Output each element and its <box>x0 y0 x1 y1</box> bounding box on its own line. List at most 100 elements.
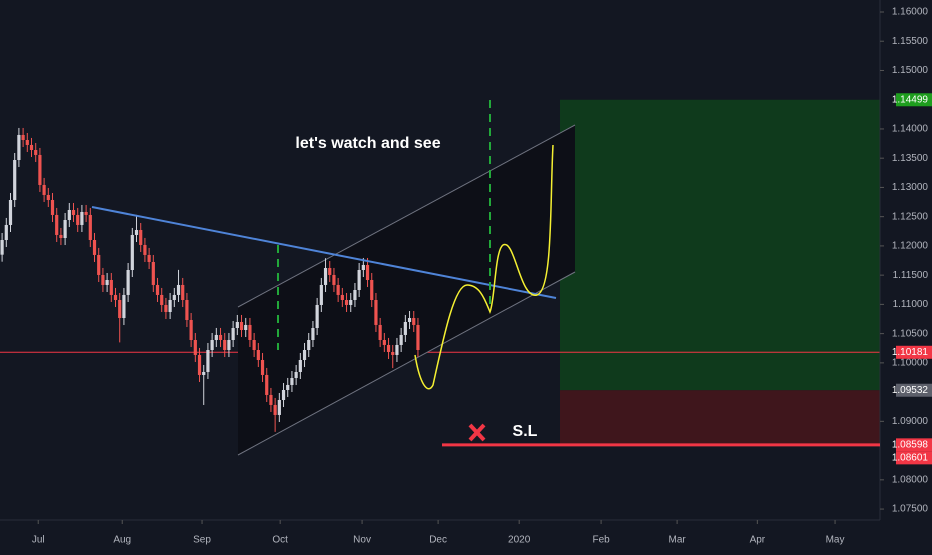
candle-body <box>353 290 357 300</box>
candle-body <box>302 350 307 360</box>
y-tick-label: 1.12000 <box>892 241 929 252</box>
x-tick-label: Apr <box>750 535 766 546</box>
candle-body <box>63 220 67 239</box>
y-tick-label: 1.14000 <box>892 124 929 135</box>
y-tick-label: 1.08000 <box>892 474 929 485</box>
candle-body <box>176 284 181 295</box>
candle-body <box>223 340 227 350</box>
channel-lower <box>237 271 576 456</box>
candle-body <box>160 294 164 305</box>
x-tick-label: Dec <box>429 535 447 546</box>
y-tick-label: 1.10000 <box>892 358 929 369</box>
cross-stroke <box>468 423 486 442</box>
price-label-box <box>896 383 932 397</box>
candle-body <box>168 300 172 312</box>
candle-body <box>8 200 13 225</box>
candle-body <box>256 350 260 360</box>
y-tick-label: 1.07500 <box>892 504 929 515</box>
candle-body <box>4 224 8 240</box>
trendline <box>91 206 557 299</box>
x-tick-label: Nov <box>353 535 371 546</box>
candle-body <box>101 274 105 285</box>
candle-body <box>17 134 21 160</box>
candle-body <box>29 144 34 150</box>
candle-body <box>139 230 143 245</box>
candle-body <box>130 234 134 270</box>
candle-body <box>84 211 88 215</box>
x-tick-label: Feb <box>592 535 610 546</box>
candle-body <box>59 234 63 239</box>
candle-body <box>214 334 218 340</box>
candle-body <box>286 384 290 390</box>
candle-body <box>416 324 420 350</box>
candle-body <box>189 320 193 340</box>
candle-body <box>361 264 365 270</box>
price-label-box <box>896 451 932 465</box>
candle-body <box>403 321 407 335</box>
candle-body <box>21 134 25 140</box>
x-tick-label: Jul <box>32 535 45 546</box>
candle-body <box>206 350 210 372</box>
candle-body <box>38 154 42 185</box>
candle-body <box>248 324 252 340</box>
y-tick-label: 1.09000 <box>892 416 929 427</box>
candle-body <box>13 160 17 200</box>
price-label-box <box>896 438 932 452</box>
candle-body <box>181 284 185 300</box>
candle-body <box>67 210 71 220</box>
y-tick-label: 1.16000 <box>892 7 929 18</box>
candle-body <box>92 240 97 255</box>
x-tick-label: May <box>826 535 845 546</box>
candle-body <box>328 268 332 275</box>
candle-body <box>71 210 76 215</box>
candle-body <box>197 354 202 375</box>
candle-body <box>42 184 46 195</box>
candle-body <box>172 294 176 300</box>
candle-body <box>80 211 84 225</box>
candle-body <box>294 371 298 379</box>
candle-body <box>193 340 197 355</box>
candle-body <box>349 300 353 305</box>
candle-body <box>265 374 269 395</box>
annotation: S.L <box>513 423 538 440</box>
candle-body <box>239 321 244 330</box>
candle-body <box>340 294 344 300</box>
candle-body <box>386 344 391 352</box>
candle-body <box>155 284 160 295</box>
candles <box>0 127 420 432</box>
zones <box>0 99 880 445</box>
candle-body <box>269 394 273 405</box>
candle-body <box>399 334 403 345</box>
candle-body <box>76 214 80 225</box>
candle-body <box>290 378 294 385</box>
candle-body <box>34 150 38 155</box>
candle-body <box>307 340 311 350</box>
candle-body <box>55 214 59 235</box>
candle-body <box>113 294 118 300</box>
channel-upper <box>237 124 576 308</box>
price-label: 1.09532 <box>892 385 929 396</box>
candle-body <box>378 324 382 340</box>
x-tick-label: Sep <box>193 535 211 546</box>
candle-body <box>185 300 189 320</box>
candle-body <box>164 304 168 312</box>
candle-body <box>281 390 286 400</box>
candle-body <box>25 140 29 145</box>
x-tick-label: 2020 <box>508 535 531 546</box>
candle-body <box>151 261 155 285</box>
candle-body <box>323 268 328 285</box>
candle-body <box>126 270 130 295</box>
y-tick-label: 1.13000 <box>892 182 929 193</box>
price-label-box <box>896 93 932 107</box>
candle-body <box>46 194 50 200</box>
x-tick-label: Mar <box>668 535 686 546</box>
candle-body <box>395 344 399 355</box>
candle-body <box>235 321 239 329</box>
candle-body <box>134 230 139 235</box>
y-tick-label: 1.10500 <box>892 328 929 339</box>
candle-body <box>105 280 109 285</box>
candle-body <box>50 200 55 215</box>
candle-body <box>344 300 349 305</box>
